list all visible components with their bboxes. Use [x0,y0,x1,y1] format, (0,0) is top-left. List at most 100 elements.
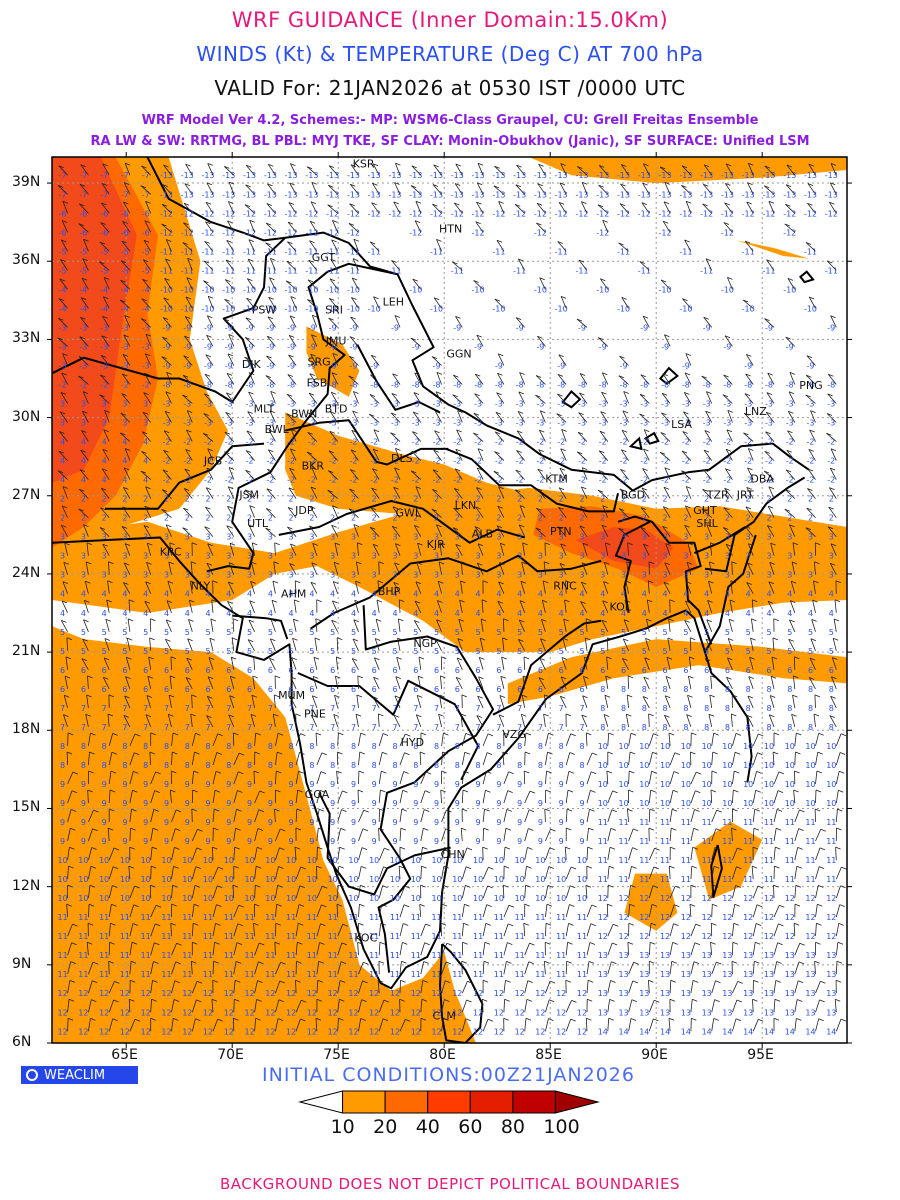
wind-value-label: 6 [579,685,584,694]
wind-barb-flag [703,316,709,320]
wind-value-label: 7 [102,704,107,713]
station-label: KRC [160,546,182,559]
wind-barb-flag [776,961,782,964]
wind-value-label: -11 [492,247,505,256]
wind-value-label: 9 [579,837,584,846]
wind-barb-flag [767,525,773,528]
wind-barb [619,488,629,499]
wind-barb [295,771,299,785]
wind-barb-flag [473,280,479,283]
wind-value-label: -12 [472,228,485,237]
wind-barb [581,182,588,195]
wind-value-label: 9 [205,818,210,827]
wind-barb-flag [256,846,263,850]
wind-value-label: 13 [805,951,815,960]
wind-barb [373,677,380,690]
wind-value-label: 2 [185,514,190,523]
wind-barb [752,904,758,918]
wind-barb [752,885,759,899]
wind-barb [412,411,422,423]
wind-barb-flag [410,470,417,474]
wind-barb [228,714,235,728]
wind-barb [815,999,820,1013]
wind-value-label: 12 [660,894,670,903]
wind-value-label: -7 [79,190,87,199]
wind-value-label: -12 [534,209,547,218]
wind-barb [254,732,257,746]
wind-barb [626,561,629,575]
wind-value-label: 3 [621,552,626,561]
wind-value-label: -2 [163,476,171,485]
wind-barb-flag [257,980,263,983]
wind-barb [728,619,733,632]
wind-barb-flag [590,923,596,927]
wind-barb-flag [737,981,743,984]
wind-value-label: 13 [805,970,815,979]
wind-value-label: 11 [805,856,815,865]
wind-barb [807,468,816,480]
wind-barb-flag [435,638,441,642]
wind-barb [664,695,671,709]
wind-barb-flag [496,392,502,396]
wind-barb [523,770,526,785]
wind-value-label: 6 [81,685,86,694]
wind-barb-flag [579,525,585,529]
wind-barb-flag [581,201,587,204]
wind-value-label: -4 [142,285,150,294]
wind-barb-flag [620,183,626,187]
wind-value-label: 3 [143,400,148,409]
wind-value-label: 4 [205,590,210,599]
wind-barb [627,942,629,956]
wind-value-label: -8 [661,381,669,390]
wind-barb-flag [65,656,72,660]
wind-value-label: 13 [598,951,608,960]
wind-barb [102,296,110,309]
wind-barb-flag [99,261,105,265]
wind-value-label: 12 [307,1027,317,1036]
wind-barb-flag [632,980,638,984]
wind-value-label: -4 [100,285,108,294]
wind-barb [461,733,467,747]
wind-barb [146,542,152,556]
wind-value-label: 13 [702,951,712,960]
wind-barb-flag [125,676,131,679]
wind-value-label: 9 [309,780,314,789]
wind-barb-flag [508,771,514,775]
wind-value-label: 5 [642,647,647,656]
wind-barb [125,657,131,670]
wind-barb-flag [169,694,175,698]
wind-barb-flag [155,923,161,927]
wind-value-label: 4 [704,609,709,618]
wind-barb-flag [436,524,442,528]
wind-barb [250,581,255,594]
wind-barb-flag [794,770,800,774]
wind-barb [607,809,613,823]
wind-barb-flag [311,467,317,470]
wind-barb-flag [273,713,279,717]
wind-value-label: 12 [328,1008,338,1017]
wind-barb-flag [128,865,134,869]
wind-barb-flag [693,827,699,831]
wind-barb [167,714,172,727]
wind-barb [522,542,526,556]
wind-barb [476,467,484,480]
wind-barb-flag [535,527,541,531]
wind-barb [79,184,89,195]
wind-barb-flag [206,467,213,471]
wind-value-label: 3 [517,571,522,580]
wind-barb-flag [703,469,709,472]
wind-barb-flag [519,505,526,508]
lon-label: 75E [323,1047,350,1063]
wind-barb-flag [830,543,837,547]
wind-value-label: 2 [185,495,190,504]
wind-barb-flag [473,412,480,416]
wind-barb-flag [122,221,128,224]
wind-value-label: 11 [348,913,358,922]
wind-barb-flag [286,393,293,397]
wind-barb-flag [269,277,275,281]
wind-barb [792,695,796,708]
wind-barb [183,222,193,233]
wind-barb-flag [404,885,411,889]
wind-barb [275,962,281,975]
wind-value-label: 5 [476,647,481,656]
